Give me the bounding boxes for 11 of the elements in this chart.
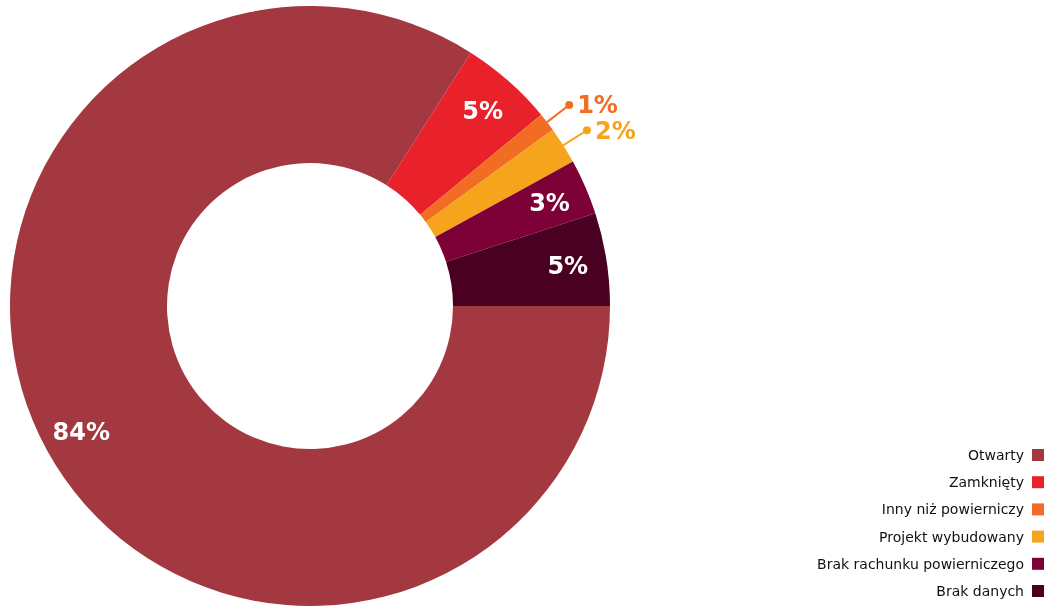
legend-label: Otwarty xyxy=(967,446,1024,463)
data-label: 5% xyxy=(462,96,503,125)
data-label: 3% xyxy=(529,188,570,217)
legend-label: Inny niż powierniczy xyxy=(881,501,1024,518)
legend-label: Projekt wybudowany xyxy=(879,528,1024,545)
data-label: 5% xyxy=(547,251,589,280)
legend-label: Brak rachunku powierniczego xyxy=(817,555,1024,572)
donut-slice xyxy=(446,213,610,306)
legend-label: Zamknięty xyxy=(948,474,1024,491)
data-label: 84% xyxy=(52,418,111,447)
legend-label: Brak danych xyxy=(936,582,1024,599)
